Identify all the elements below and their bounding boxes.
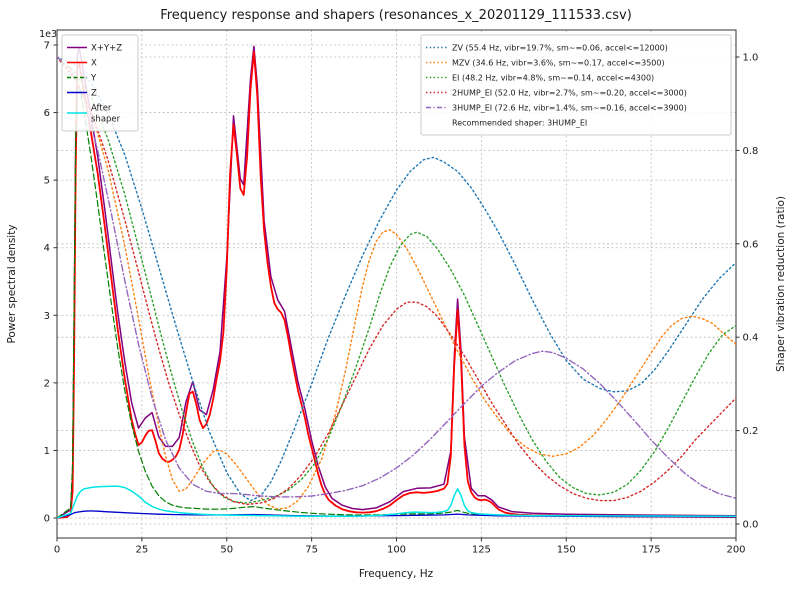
legend-recommended-note: Recommended shaper: 3HUMP_EI [452, 118, 587, 127]
legend-right-label: MZV (34.6 Hz, vibr=3.6%, sm~=0.17, accel… [452, 58, 665, 67]
legend-left-label: X [91, 59, 97, 69]
y-left-tick-label: 0 [44, 514, 50, 525]
y-left-axis-label: Power spectral density [6, 224, 18, 343]
series-layer [57, 45, 736, 519]
y-right-tick-label: 0.6 [743, 239, 759, 250]
legend-left-box [61, 34, 139, 132]
y-left-tick-label: 6 [44, 108, 50, 119]
series-ei [57, 56, 736, 504]
legend-right-label: 3HUMP_EI (72.6 Hz, vibr=1.4%, sm~=0.16, … [452, 103, 687, 112]
legend-right-label: EI (48.2 Hz, vibr=4.8%, sm~=0.14, accel<… [452, 73, 654, 82]
x-tick-label: 175 [642, 545, 661, 556]
x-tick-label: 150 [557, 545, 576, 556]
axes-layer: 0 25 50 75 100 125 150 175 200 0 1 2 3 4 5 6 7 0.0 0.2 0.4 0… [44, 41, 759, 556]
x-tick-label: 0 [54, 545, 60, 556]
legend-right-label: 2HUMP_EI (52.0 Hz, vibr=2.7%, sm~=0.20, … [452, 88, 687, 97]
y-left-tick-label: 7 [44, 41, 50, 52]
y-right-tick-label: 0.8 [743, 146, 759, 157]
x-tick-label: 100 [387, 545, 406, 556]
y-right-tick-label: 0.2 [743, 426, 759, 437]
series-z [57, 510, 736, 519]
series-y [57, 79, 736, 519]
axis-offset-text: 1e3 [39, 29, 57, 40]
y-left-tick-label: 2 [44, 378, 50, 389]
x-tick-label: 50 [220, 545, 233, 556]
y-right-tick-label: 0.0 [743, 520, 759, 531]
y-left-tick-label: 1 [44, 446, 50, 457]
y-left-tick-label: 5 [44, 176, 50, 187]
series-after-shaper [57, 485, 736, 519]
legend-left-label: X+Y+Z [91, 44, 122, 54]
legend-left-label: After [91, 104, 112, 114]
legend-left-label: shaper [91, 115, 121, 125]
x-tick-label: 25 [136, 545, 149, 556]
chart-title: Frequency response and shapers (resonanc… [160, 8, 632, 23]
legend-right-label: ZV (55.4 Hz, vibr=19.7%, sm~=0.06, accel… [452, 43, 668, 52]
series-3hump-ei [57, 56, 736, 499]
y-right-axis-label: Shaper vibration reduction (ratio) [775, 196, 787, 372]
x-tick-label: 200 [726, 545, 745, 556]
y-left-tick-label: 3 [44, 311, 50, 322]
x-tick-label: 125 [472, 545, 491, 556]
x-axis-label: Frequency, Hz [359, 568, 434, 580]
legend-left-label: Y [90, 74, 97, 84]
x-tick-label: 75 [305, 545, 318, 556]
legend-left-label: Z [91, 89, 97, 99]
series-x [57, 50, 736, 519]
series-2hump-ei [57, 56, 736, 506]
y-right-tick-label: 1.0 [743, 53, 759, 64]
y-left-tick-label: 4 [44, 243, 50, 254]
y-right-tick-label: 0.4 [743, 333, 759, 344]
legend-right-box [420, 34, 732, 136]
